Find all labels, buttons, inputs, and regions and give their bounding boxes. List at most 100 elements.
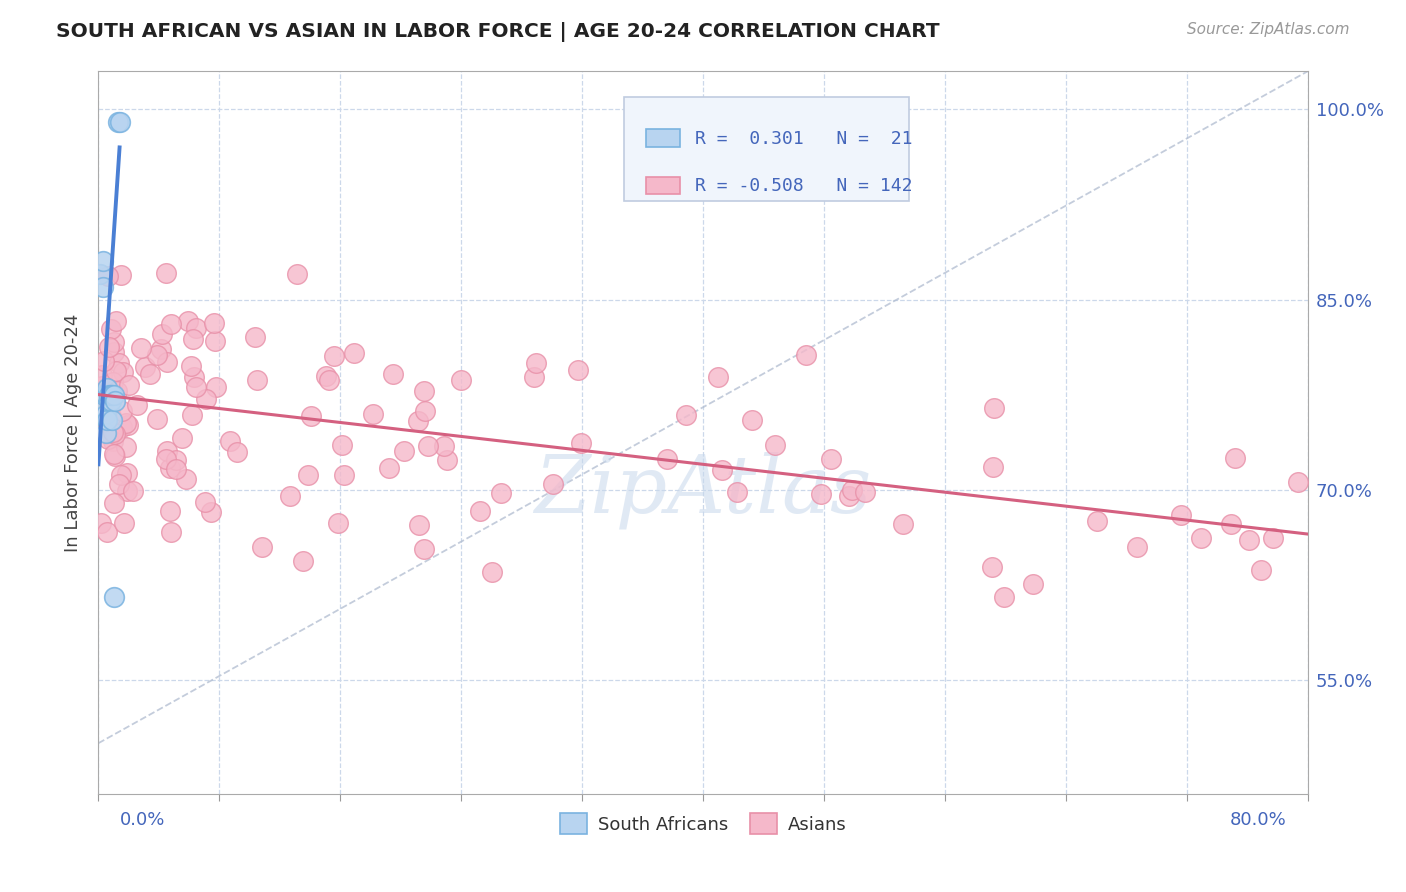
- Point: [100, 387, 122, 401]
- Point: [820, 452, 842, 467]
- Point: [838, 490, 860, 504]
- Point: [107, 115, 129, 129]
- Point: [165, 453, 187, 467]
- Point: [115, 466, 138, 480]
- Point: [156, 355, 179, 369]
- Point: [285, 267, 308, 281]
- Point: [392, 443, 415, 458]
- Point: [110, 468, 132, 483]
- Point: [707, 370, 730, 384]
- Point: [89, 267, 111, 281]
- Point: [91, 254, 114, 268]
- Point: [108, 356, 131, 370]
- Point: [90, 368, 112, 383]
- Point: [159, 317, 181, 331]
- Point: [323, 350, 346, 364]
- Point: [104, 393, 127, 408]
- Point: [96, 413, 118, 427]
- Point: [194, 392, 217, 406]
- Text: Source: ZipAtlas.com: Source: ZipAtlas.com: [1187, 22, 1350, 37]
- Point: [1022, 577, 1045, 591]
- Point: [226, 445, 249, 459]
- Point: [841, 483, 863, 498]
- Point: [280, 489, 302, 503]
- Point: [108, 115, 131, 129]
- Point: [97, 432, 120, 446]
- Point: [796, 348, 818, 362]
- Point: [103, 425, 125, 440]
- FancyBboxPatch shape: [647, 177, 681, 194]
- Point: [541, 476, 564, 491]
- Point: [567, 363, 589, 377]
- Point: [433, 440, 456, 454]
- Point: [97, 269, 120, 284]
- Point: [104, 426, 127, 441]
- Point: [91, 379, 114, 393]
- Point: [91, 280, 114, 294]
- Point: [413, 384, 436, 398]
- Point: [101, 413, 124, 427]
- Point: [159, 460, 181, 475]
- Point: [122, 483, 145, 498]
- Point: [297, 468, 319, 483]
- Point: [315, 369, 337, 384]
- FancyBboxPatch shape: [647, 129, 681, 146]
- Point: [243, 330, 266, 344]
- Point: [100, 393, 122, 408]
- Point: [1126, 540, 1149, 554]
- Point: [981, 560, 1004, 574]
- Point: [93, 353, 115, 368]
- Point: [111, 404, 134, 418]
- Point: [204, 334, 226, 348]
- Point: [200, 505, 222, 519]
- Point: [100, 409, 122, 423]
- Point: [94, 408, 117, 422]
- Point: [93, 401, 115, 415]
- Point: [523, 370, 546, 384]
- Point: [110, 268, 132, 283]
- Point: [115, 416, 138, 430]
- Point: [1223, 450, 1246, 465]
- Text: SOUTH AFRICAN VS ASIAN IN LABOR FORCE | AGE 20-24 CORRELATION CHART: SOUTH AFRICAN VS ASIAN IN LABOR FORCE | …: [56, 22, 939, 42]
- Point: [104, 363, 127, 377]
- Point: [202, 316, 225, 330]
- Point: [94, 425, 117, 440]
- Point: [94, 387, 117, 401]
- Point: [103, 591, 125, 605]
- Point: [408, 414, 430, 428]
- Text: 0.0%: 0.0%: [120, 811, 165, 829]
- Point: [118, 377, 141, 392]
- Point: [101, 387, 124, 401]
- Point: [172, 431, 194, 445]
- Point: [250, 540, 273, 554]
- Point: [101, 434, 124, 449]
- Point: [103, 345, 125, 359]
- Point: [291, 554, 314, 568]
- Point: [450, 373, 472, 387]
- Point: [205, 380, 228, 394]
- Point: [342, 346, 364, 360]
- Point: [150, 326, 173, 341]
- Point: [810, 487, 832, 501]
- FancyBboxPatch shape: [624, 96, 908, 202]
- Point: [149, 342, 172, 356]
- Point: [299, 409, 322, 424]
- Point: [156, 444, 179, 458]
- Point: [763, 438, 786, 452]
- Point: [98, 393, 121, 408]
- Point: [983, 401, 1005, 415]
- Point: [97, 393, 120, 408]
- Point: [413, 404, 436, 418]
- Point: [181, 332, 204, 346]
- Point: [1237, 533, 1260, 548]
- Point: [1286, 475, 1309, 489]
- Point: [159, 504, 181, 518]
- Point: [184, 321, 207, 335]
- Point: [134, 359, 156, 374]
- Text: R =  0.301   N =  21: R = 0.301 N = 21: [695, 129, 912, 147]
- Point: [105, 384, 128, 398]
- Point: [183, 370, 205, 384]
- Point: [91, 386, 114, 401]
- Point: [218, 434, 240, 448]
- Point: [139, 367, 162, 381]
